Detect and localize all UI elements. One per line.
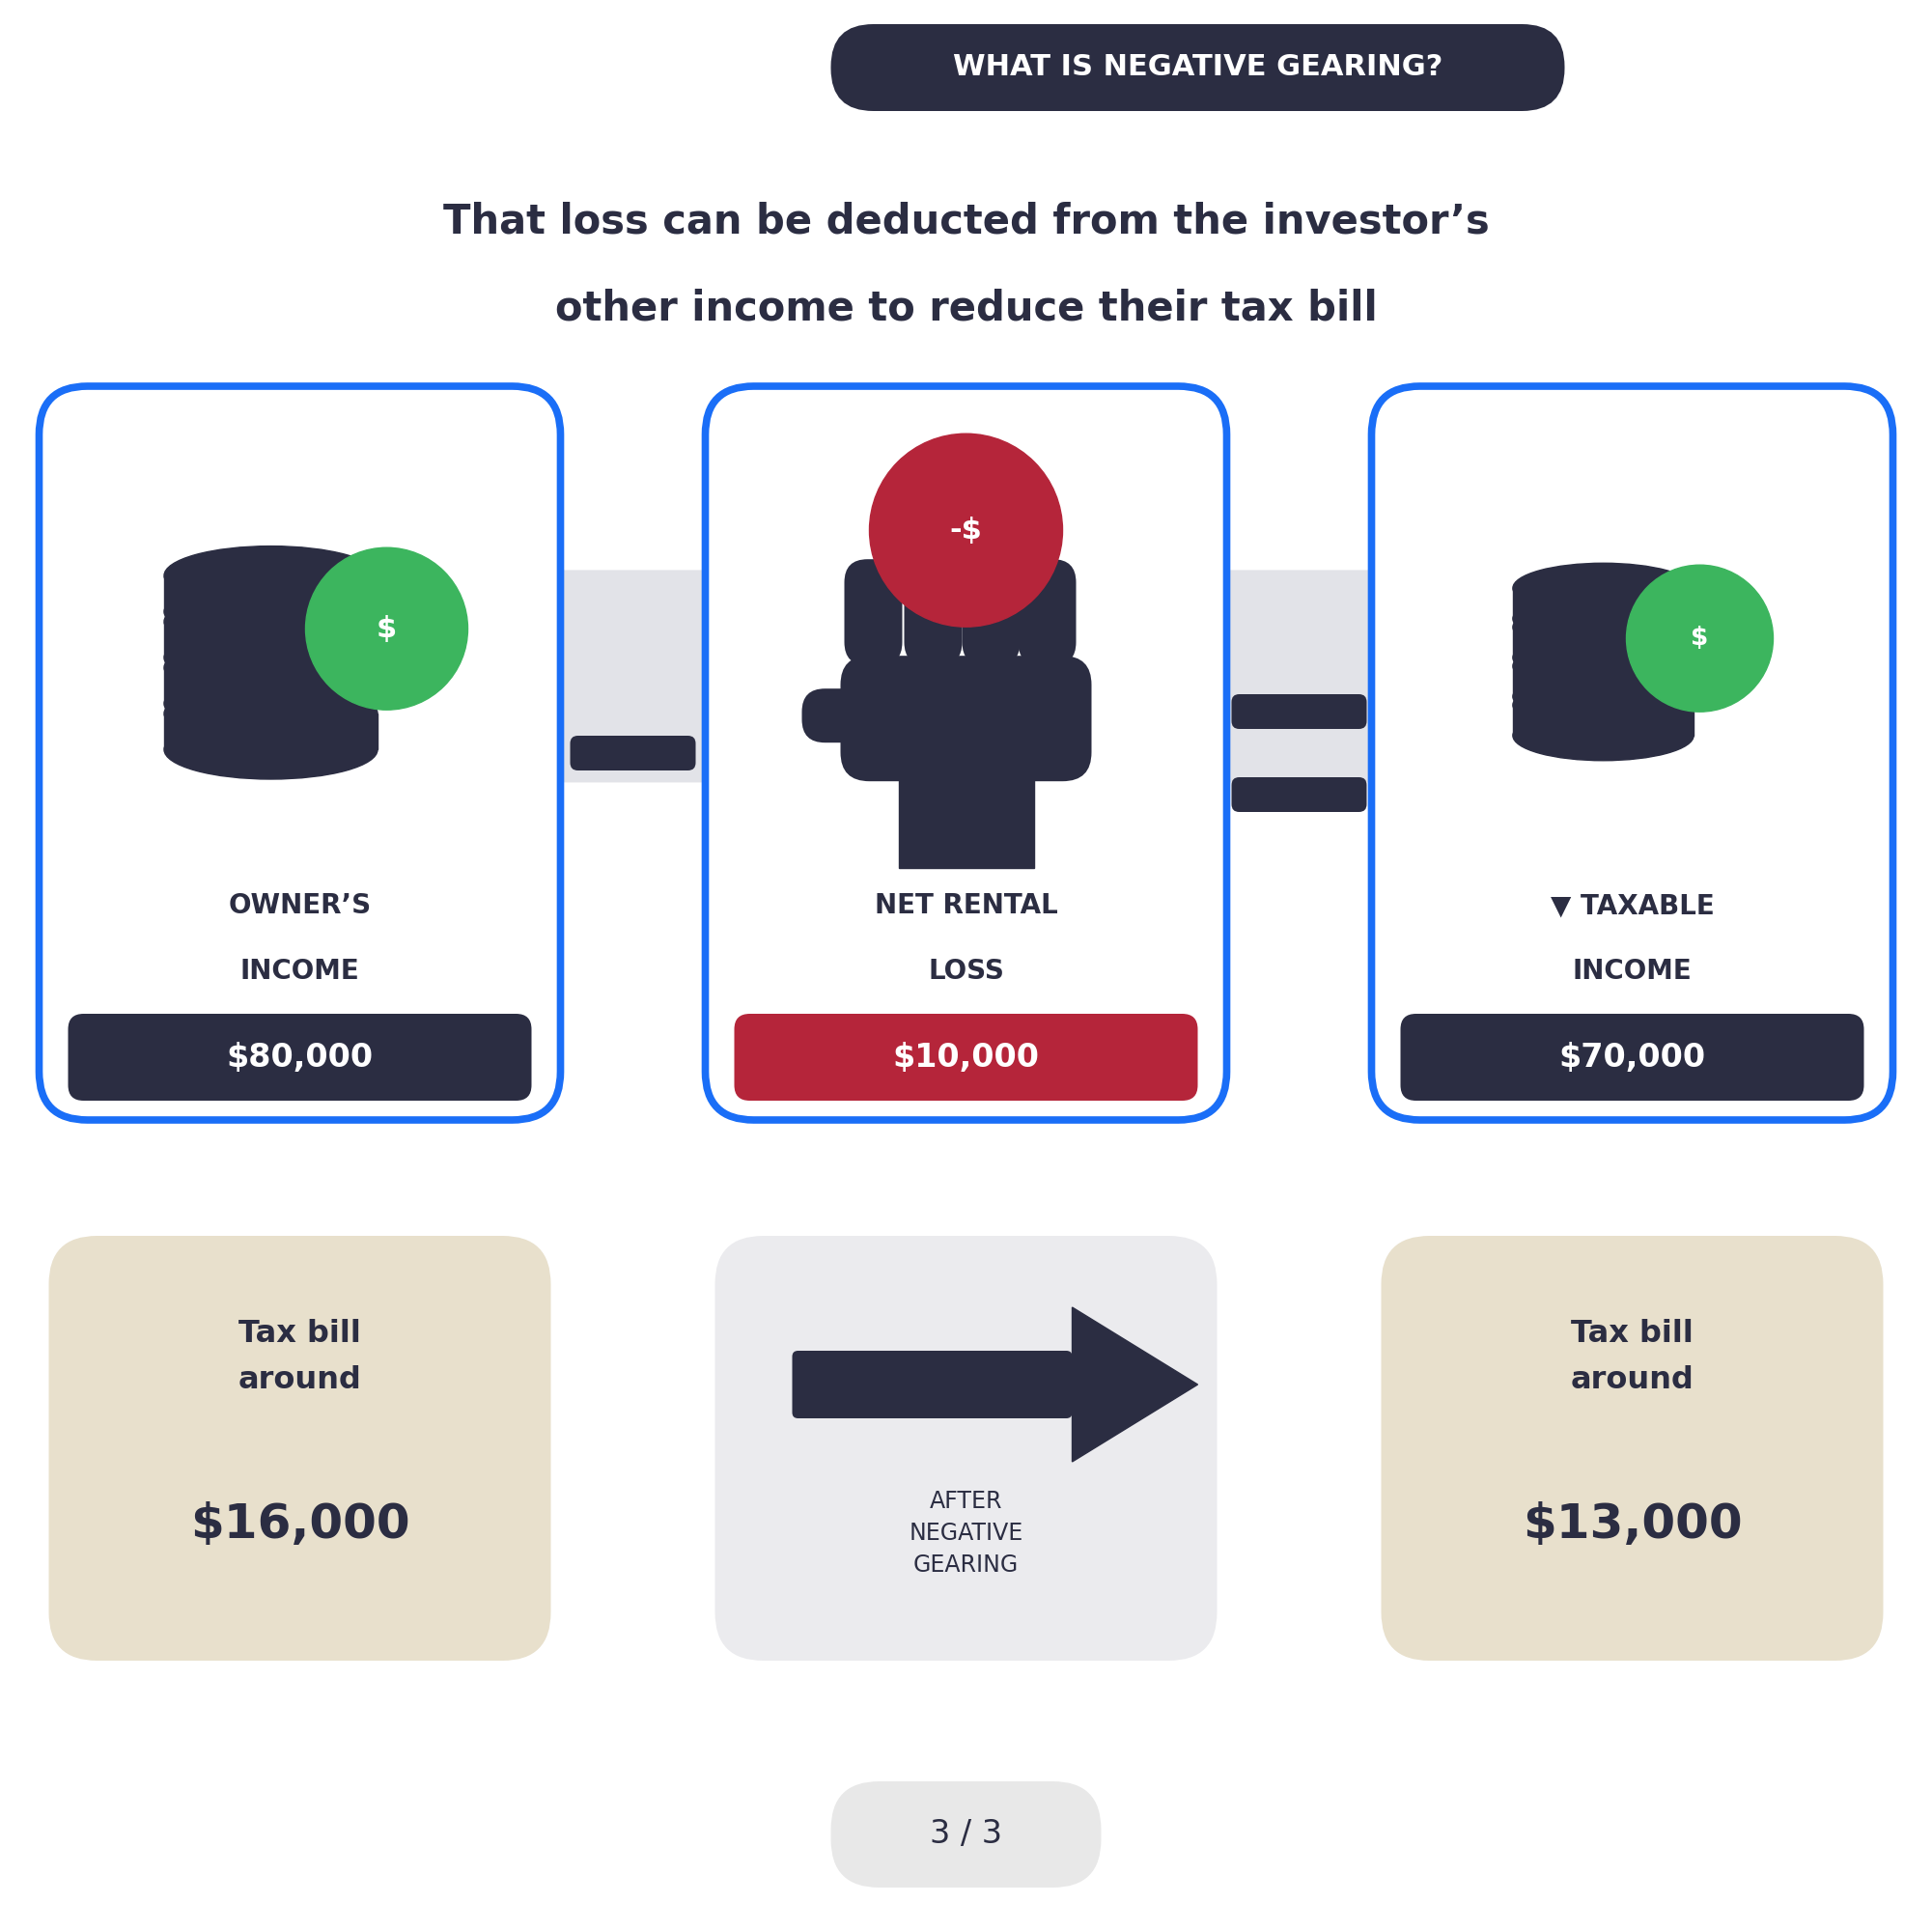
FancyBboxPatch shape bbox=[1217, 570, 1468, 782]
Ellipse shape bbox=[164, 628, 377, 687]
Text: WHAT IS NEGATIVE GEARING?: WHAT IS NEGATIVE GEARING? bbox=[952, 54, 1443, 81]
Bar bbox=[164, 668, 377, 703]
Ellipse shape bbox=[1513, 641, 1694, 691]
Bar bbox=[164, 575, 377, 612]
FancyBboxPatch shape bbox=[904, 560, 962, 666]
Ellipse shape bbox=[164, 674, 377, 734]
FancyBboxPatch shape bbox=[831, 23, 1565, 110]
Ellipse shape bbox=[1513, 593, 1694, 643]
Text: 3 / 3: 3 / 3 bbox=[929, 1819, 1003, 1850]
Text: That loss can be deducted from the investor’s: That loss can be deducted from the inves… bbox=[442, 201, 1490, 241]
Text: Tax bill: Tax bill bbox=[1571, 1319, 1694, 1348]
Text: -$: -$ bbox=[951, 516, 981, 545]
Text: AFTER
NEGATIVE
GEARING: AFTER NEGATIVE GEARING bbox=[908, 1489, 1024, 1578]
Text: Tax bill: Tax bill bbox=[238, 1319, 361, 1348]
Text: $13,000: $13,000 bbox=[1522, 1502, 1743, 1549]
Bar bbox=[1513, 705, 1694, 736]
Ellipse shape bbox=[164, 546, 377, 604]
Bar bbox=[1513, 589, 1694, 618]
Bar bbox=[1513, 666, 1694, 697]
Ellipse shape bbox=[1513, 680, 1694, 730]
Ellipse shape bbox=[164, 593, 377, 651]
FancyBboxPatch shape bbox=[1231, 776, 1366, 811]
Text: $80,000: $80,000 bbox=[226, 1041, 373, 1074]
FancyBboxPatch shape bbox=[715, 1236, 1217, 1661]
FancyBboxPatch shape bbox=[802, 689, 889, 743]
FancyBboxPatch shape bbox=[1018, 560, 1076, 666]
Text: around: around bbox=[1571, 1365, 1694, 1396]
Bar bbox=[898, 772, 1034, 869]
Circle shape bbox=[305, 548, 468, 711]
FancyBboxPatch shape bbox=[570, 736, 696, 770]
FancyBboxPatch shape bbox=[705, 386, 1227, 1120]
Bar bbox=[164, 622, 377, 658]
FancyBboxPatch shape bbox=[48, 1236, 551, 1661]
Ellipse shape bbox=[164, 583, 377, 641]
Ellipse shape bbox=[164, 684, 377, 743]
Ellipse shape bbox=[1513, 564, 1694, 614]
Text: $10,000: $10,000 bbox=[893, 1041, 1039, 1074]
Ellipse shape bbox=[1513, 711, 1694, 761]
Text: around: around bbox=[238, 1365, 361, 1396]
Bar bbox=[164, 714, 377, 749]
FancyBboxPatch shape bbox=[1381, 1236, 1884, 1661]
FancyBboxPatch shape bbox=[551, 570, 802, 782]
FancyBboxPatch shape bbox=[1372, 386, 1893, 1120]
FancyBboxPatch shape bbox=[962, 560, 1020, 666]
Ellipse shape bbox=[1513, 633, 1694, 684]
Bar bbox=[1513, 628, 1694, 658]
Ellipse shape bbox=[164, 720, 377, 778]
Circle shape bbox=[869, 434, 1063, 628]
Text: NET RENTAL: NET RENTAL bbox=[875, 892, 1057, 919]
Text: LOSS: LOSS bbox=[927, 958, 1005, 985]
Text: ▼ TAXABLE: ▼ TAXABLE bbox=[1549, 892, 1714, 919]
FancyBboxPatch shape bbox=[39, 386, 560, 1120]
Circle shape bbox=[1627, 566, 1774, 713]
Ellipse shape bbox=[1513, 602, 1694, 653]
FancyBboxPatch shape bbox=[1231, 695, 1366, 728]
FancyBboxPatch shape bbox=[840, 657, 1092, 782]
FancyBboxPatch shape bbox=[831, 1780, 1101, 1889]
Text: $70,000: $70,000 bbox=[1559, 1041, 1706, 1074]
Text: $: $ bbox=[377, 614, 396, 643]
FancyBboxPatch shape bbox=[68, 1014, 531, 1101]
Text: other income to reduce their tax bill: other income to reduce their tax bill bbox=[554, 288, 1378, 328]
FancyBboxPatch shape bbox=[792, 1352, 1072, 1417]
Text: INCOME: INCOME bbox=[1573, 958, 1692, 985]
Ellipse shape bbox=[1513, 672, 1694, 722]
Text: $16,000: $16,000 bbox=[189, 1502, 410, 1549]
Text: INCOME: INCOME bbox=[240, 958, 359, 985]
FancyBboxPatch shape bbox=[734, 1014, 1198, 1101]
Text: OWNER’S: OWNER’S bbox=[228, 892, 371, 919]
Text: $: $ bbox=[1690, 626, 1708, 651]
Polygon shape bbox=[1072, 1307, 1198, 1462]
Ellipse shape bbox=[164, 637, 377, 697]
FancyBboxPatch shape bbox=[1401, 1014, 1864, 1101]
FancyBboxPatch shape bbox=[844, 560, 902, 666]
